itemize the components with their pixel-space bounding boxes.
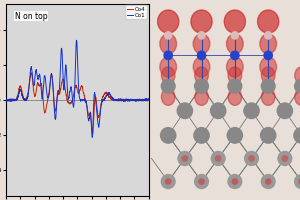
Line: Co1: Co1	[6, 40, 148, 137]
Co4	[143, 99, 146, 101]
Circle shape	[298, 178, 300, 185]
Co1	[91, 136, 94, 139]
Circle shape	[177, 151, 192, 166]
Ellipse shape	[195, 67, 208, 84]
Co1	[116, 98, 120, 100]
Circle shape	[211, 151, 226, 166]
Ellipse shape	[158, 10, 179, 33]
Co1	[147, 98, 150, 100]
Co4	[29, 71, 33, 74]
Circle shape	[230, 50, 240, 60]
Circle shape	[281, 155, 288, 162]
Co1	[142, 98, 146, 101]
Circle shape	[227, 174, 242, 189]
Ellipse shape	[191, 10, 212, 33]
Co4	[11, 99, 15, 101]
Circle shape	[194, 174, 209, 189]
Ellipse shape	[228, 88, 242, 105]
Circle shape	[260, 127, 277, 144]
Ellipse shape	[261, 67, 275, 84]
Circle shape	[164, 31, 172, 40]
Circle shape	[294, 78, 300, 94]
Ellipse shape	[160, 57, 176, 77]
Circle shape	[232, 178, 238, 185]
Co1	[143, 98, 146, 101]
Circle shape	[248, 155, 255, 162]
Circle shape	[261, 174, 276, 189]
Circle shape	[294, 174, 300, 189]
Ellipse shape	[228, 67, 242, 84]
Circle shape	[243, 102, 260, 119]
Circle shape	[293, 127, 300, 144]
Line: Co4: Co4	[6, 72, 148, 133]
Co4	[70, 100, 74, 103]
Circle shape	[215, 155, 221, 162]
Circle shape	[193, 127, 210, 144]
Circle shape	[244, 151, 259, 166]
Co1	[4, 99, 8, 101]
Co4	[147, 99, 150, 101]
Co1	[74, 70, 77, 72]
Text: N on top: N on top	[14, 12, 47, 21]
Ellipse shape	[193, 57, 210, 77]
Circle shape	[226, 127, 243, 144]
Ellipse shape	[261, 88, 275, 105]
Ellipse shape	[226, 57, 243, 77]
Ellipse shape	[193, 34, 210, 54]
Circle shape	[277, 102, 293, 119]
Ellipse shape	[195, 88, 208, 105]
Circle shape	[182, 155, 188, 162]
Co1	[70, 88, 73, 91]
Co4	[142, 99, 146, 102]
Co1	[75, 39, 78, 41]
Ellipse shape	[258, 10, 279, 33]
Co4	[74, 86, 77, 88]
Circle shape	[261, 78, 276, 94]
Circle shape	[194, 78, 209, 94]
Co1	[11, 99, 15, 101]
Ellipse shape	[160, 34, 176, 54]
Circle shape	[263, 50, 273, 60]
Circle shape	[160, 78, 176, 94]
Circle shape	[198, 178, 205, 185]
Ellipse shape	[260, 34, 277, 54]
Ellipse shape	[260, 57, 277, 77]
Circle shape	[165, 178, 172, 185]
Circle shape	[197, 31, 206, 40]
Ellipse shape	[161, 67, 175, 84]
Ellipse shape	[295, 67, 300, 84]
Circle shape	[163, 50, 173, 60]
Circle shape	[227, 78, 242, 94]
Circle shape	[265, 178, 272, 185]
Ellipse shape	[295, 88, 300, 105]
Circle shape	[197, 50, 206, 60]
Circle shape	[264, 31, 272, 40]
Co4	[91, 132, 94, 134]
Circle shape	[176, 102, 193, 119]
Circle shape	[277, 151, 292, 166]
Circle shape	[160, 174, 176, 189]
Co4	[116, 99, 120, 101]
Ellipse shape	[224, 10, 245, 33]
Co4	[4, 98, 8, 100]
Ellipse shape	[226, 34, 243, 54]
Circle shape	[231, 31, 239, 40]
Circle shape	[210, 102, 226, 119]
Ellipse shape	[161, 88, 175, 105]
Circle shape	[160, 127, 176, 144]
Legend: Co4, Co1: Co4, Co1	[125, 5, 147, 19]
